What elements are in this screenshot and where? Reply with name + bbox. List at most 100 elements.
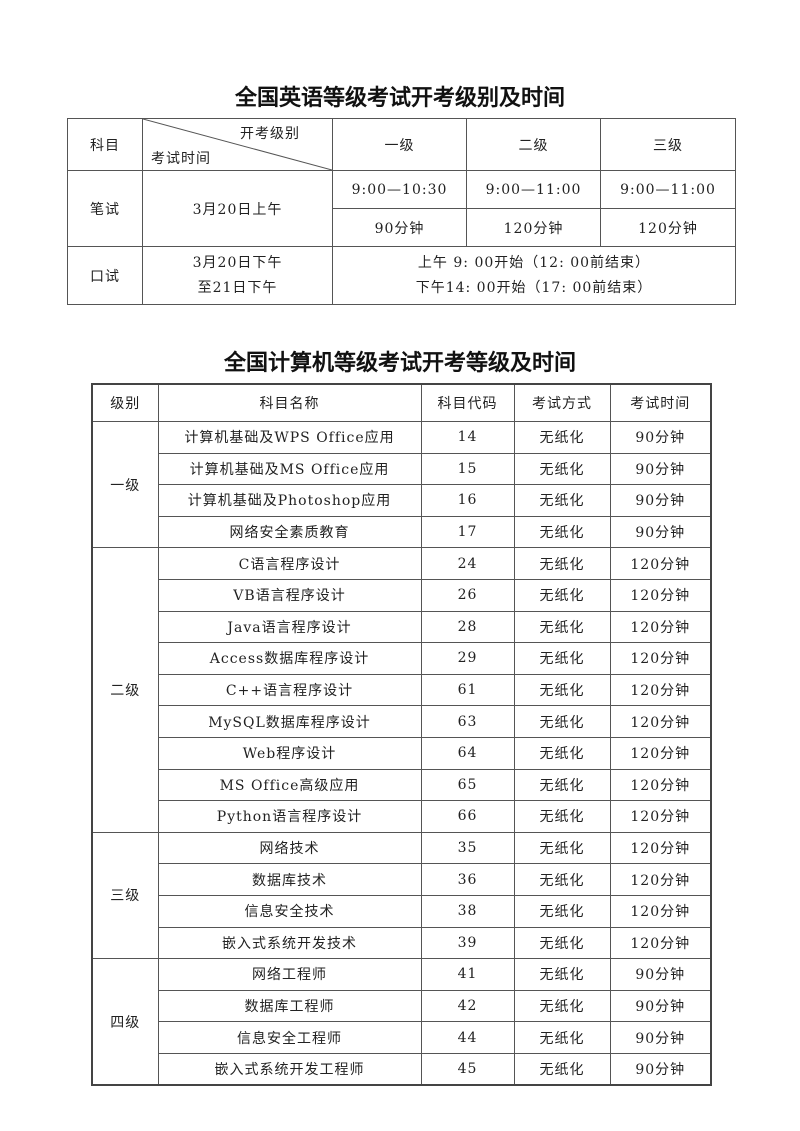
subject-duration-cell: 120分钟 bbox=[609, 610, 712, 644]
subject-name-cell: Access数据库程序设计 bbox=[157, 642, 422, 675]
subject-duration-cell: 120分钟 bbox=[609, 673, 712, 707]
subject-mode-cell: 无纸化 bbox=[513, 484, 611, 517]
table-header-row: 科目 开考级别 考试时间 一级 二级 三级 bbox=[67, 118, 736, 171]
subject-duration-cell: 90分钟 bbox=[609, 421, 712, 454]
written-time: 9:00—11:00 bbox=[466, 170, 601, 209]
subject-name-cell: 网络技术 bbox=[157, 831, 422, 865]
computer-exam-table: 级别 科目名称 科目代码 考试方式 考试时间 一级 计算机基础及WPS Office应用 14… bbox=[91, 383, 712, 1087]
subject-code-cell: 64 bbox=[420, 736, 515, 770]
subject-mode-cell: 无纸化 bbox=[513, 831, 611, 865]
subject-code-cell: 24 bbox=[420, 547, 515, 580]
subject-mode-cell: 无纸化 bbox=[513, 578, 611, 612]
subject-name-cell: 网络工程师 bbox=[157, 958, 422, 991]
table-row: 一级 计算机基础及WPS Office应用 14 无纸化 90分钟 bbox=[91, 420, 712, 549]
subject-name-cell: MS Office高级应用 bbox=[157, 768, 422, 802]
table-row: 计算机基础及MS Office应用 15 无纸化 90分钟 bbox=[92, 452, 712, 486]
subject-duration-cell: 120分钟 bbox=[609, 863, 712, 896]
subject-mode-cell: 无纸化 bbox=[513, 610, 611, 644]
subject-name-cell: 数据库工程师 bbox=[157, 989, 422, 1023]
subject-mode-cell: 无纸化 bbox=[513, 515, 611, 549]
table-row: Java语言程序设计 28 无纸化 120分钟 bbox=[92, 610, 712, 644]
level-header: 二级 bbox=[466, 118, 601, 171]
subject-duration-cell: 90分钟 bbox=[609, 989, 712, 1023]
subject-name-cell: Web程序设计 bbox=[157, 736, 422, 770]
subject-duration-cell: 90分钟 bbox=[609, 484, 712, 517]
subject-duration-cell: 120分钟 bbox=[609, 894, 712, 928]
subject-code-cell: 61 bbox=[420, 673, 515, 707]
column-header: 考试时间 bbox=[609, 383, 712, 422]
subject-mode-cell: 无纸化 bbox=[513, 642, 611, 675]
subject-duration-cell: 120分钟 bbox=[609, 547, 712, 580]
subject-name-cell: VB语言程序设计 bbox=[157, 578, 422, 612]
subject-mode-cell: 无纸化 bbox=[513, 452, 611, 486]
subject-duration-cell: 90分钟 bbox=[609, 515, 712, 549]
oral-time: 上午 9: 00开始（12: 00前结束） 下午14: 00开始（17: 00前… bbox=[332, 246, 736, 305]
level-header: 三级 bbox=[600, 118, 736, 171]
written-label: 笔试 bbox=[67, 170, 143, 247]
subject-code-cell: 39 bbox=[420, 926, 515, 960]
table-row: Web程序设计 64 无纸化 120分钟 bbox=[92, 736, 712, 770]
subject-code-cell: 38 bbox=[420, 894, 515, 928]
subject-name-cell: C++语言程序设计 bbox=[157, 673, 422, 707]
subject-code-cell: 45 bbox=[420, 1052, 515, 1086]
subject-name-cell: 网络安全素质教育 bbox=[157, 515, 422, 549]
table-row: 信息安全技术 38 无纸化 120分钟 bbox=[92, 894, 712, 928]
subject-mode-cell: 无纸化 bbox=[513, 863, 611, 896]
subject-name-cell: 信息安全技术 bbox=[157, 894, 422, 928]
subject-mode-cell: 无纸化 bbox=[513, 800, 611, 833]
level-cell: 三级 bbox=[91, 831, 159, 960]
subject-name-cell: 嵌入式系统开发技术 bbox=[157, 926, 422, 960]
subject-code-cell: 65 bbox=[420, 768, 515, 802]
oral-time-line: 下午14: 00开始（17: 00前结束） bbox=[415, 279, 653, 296]
column-header: 考试方式 bbox=[513, 383, 611, 422]
table-row: Access数据库程序设计 29 无纸化 120分钟 bbox=[92, 642, 712, 675]
subject-mode-cell: 无纸化 bbox=[513, 989, 611, 1023]
subject-mode-cell: 无纸化 bbox=[513, 1052, 611, 1086]
table-row: 数据库技术 36 无纸化 120分钟 bbox=[92, 863, 712, 896]
subject-duration-cell: 120分钟 bbox=[609, 578, 712, 612]
subject-code-cell: 17 bbox=[420, 515, 515, 549]
english-exam-table: 科目 开考级别 考试时间 一级 二级 三级 笔试 3月20日上午 9:00—10… bbox=[67, 118, 736, 305]
subject-code-cell: 29 bbox=[420, 642, 515, 675]
subject-name-cell: C语言程序设计 bbox=[157, 547, 422, 580]
subject-code-cell: 26 bbox=[420, 578, 515, 612]
subject-mode-cell: 无纸化 bbox=[513, 926, 611, 960]
written-duration: 120分钟 bbox=[600, 208, 736, 247]
written-duration: 120分钟 bbox=[466, 208, 601, 247]
subject-code-cell: 15 bbox=[420, 452, 515, 486]
subject-duration-cell: 120分钟 bbox=[609, 800, 712, 833]
table-row: 二级 C语言程序设计 24 无纸化 120分钟 bbox=[91, 547, 712, 833]
subject-name-cell: 信息安全工程师 bbox=[157, 1021, 422, 1054]
table-row: C++语言程序设计 61 无纸化 120分钟 bbox=[92, 673, 712, 707]
subject-mode-cell: 无纸化 bbox=[513, 768, 611, 802]
table-row: VB语言程序设计 26 无纸化 120分钟 bbox=[92, 578, 712, 612]
written-duration: 90分钟 bbox=[332, 208, 467, 247]
level-cell: 二级 bbox=[91, 547, 159, 833]
level-cell: 一级 bbox=[91, 420, 159, 549]
oral-date-line: 至21日下午 bbox=[197, 279, 278, 296]
subject-duration-cell: 120分钟 bbox=[609, 642, 712, 675]
subject-duration-cell: 120分钟 bbox=[609, 768, 712, 802]
table-row: Python语言程序设计 66 无纸化 120分钟 bbox=[92, 800, 712, 833]
oral-label: 口试 bbox=[67, 246, 143, 305]
subject-code-cell: 36 bbox=[420, 863, 515, 896]
level-cell: 四级 bbox=[91, 958, 159, 1086]
subject-duration-cell: 90分钟 bbox=[609, 1021, 712, 1054]
subject-name-cell: MySQL数据库程序设计 bbox=[157, 705, 422, 738]
subject-code-cell: 63 bbox=[420, 705, 515, 738]
oral-date: 3月20日下午 至21日下午 bbox=[142, 246, 333, 305]
written-time: 9:00—11:00 bbox=[600, 170, 736, 209]
subject-header: 科目 bbox=[67, 118, 143, 171]
column-header: 科目名称 bbox=[157, 383, 422, 422]
subject-duration-cell: 90分钟 bbox=[609, 452, 712, 486]
diag-top-label: 开考级别 bbox=[240, 126, 300, 142]
table-row: MS Office高级应用 65 无纸化 120分钟 bbox=[92, 768, 712, 802]
level-header: 一级 bbox=[332, 118, 467, 171]
subject-duration-cell: 120分钟 bbox=[609, 926, 712, 960]
written-time: 9:00—10:30 bbox=[332, 170, 467, 209]
subject-duration-cell: 120分钟 bbox=[609, 831, 712, 865]
subject-code-cell: 28 bbox=[420, 610, 515, 644]
subject-duration-cell: 120分钟 bbox=[609, 736, 712, 770]
table-header-row: 级别 科目名称 科目代码 考试方式 考试时间 bbox=[91, 383, 712, 422]
subject-code-cell: 16 bbox=[420, 484, 515, 517]
